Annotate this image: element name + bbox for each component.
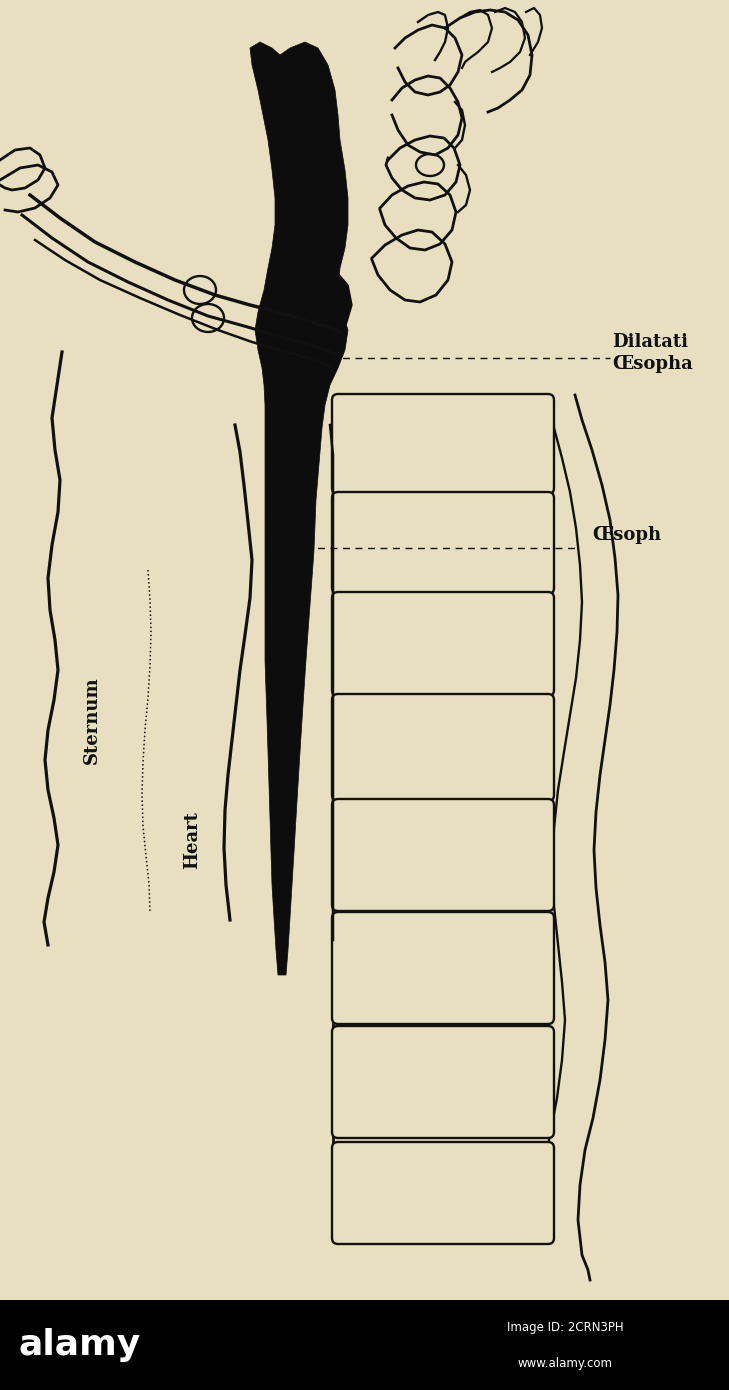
Polygon shape [308,270,352,341]
FancyBboxPatch shape [332,1143,554,1244]
FancyBboxPatch shape [332,912,554,1024]
FancyBboxPatch shape [332,592,554,696]
FancyBboxPatch shape [332,1026,554,1138]
FancyBboxPatch shape [332,393,554,493]
Text: Dilatati: Dilatati [612,334,688,352]
Text: Œsopha: Œsopha [612,354,693,373]
Text: Sternum: Sternum [83,676,101,764]
Polygon shape [250,42,348,974]
Text: alamy: alamy [19,1327,141,1362]
Text: www.alamy.com: www.alamy.com [518,1357,612,1369]
Text: Image ID: 2CRN3PH: Image ID: 2CRN3PH [507,1320,623,1333]
Bar [0,1300,729,1390]
FancyBboxPatch shape [332,492,554,594]
FancyBboxPatch shape [332,694,554,801]
Text: Heart: Heart [183,810,201,869]
Text: Œsoph: Œsoph [592,525,661,543]
FancyBboxPatch shape [332,799,554,910]
